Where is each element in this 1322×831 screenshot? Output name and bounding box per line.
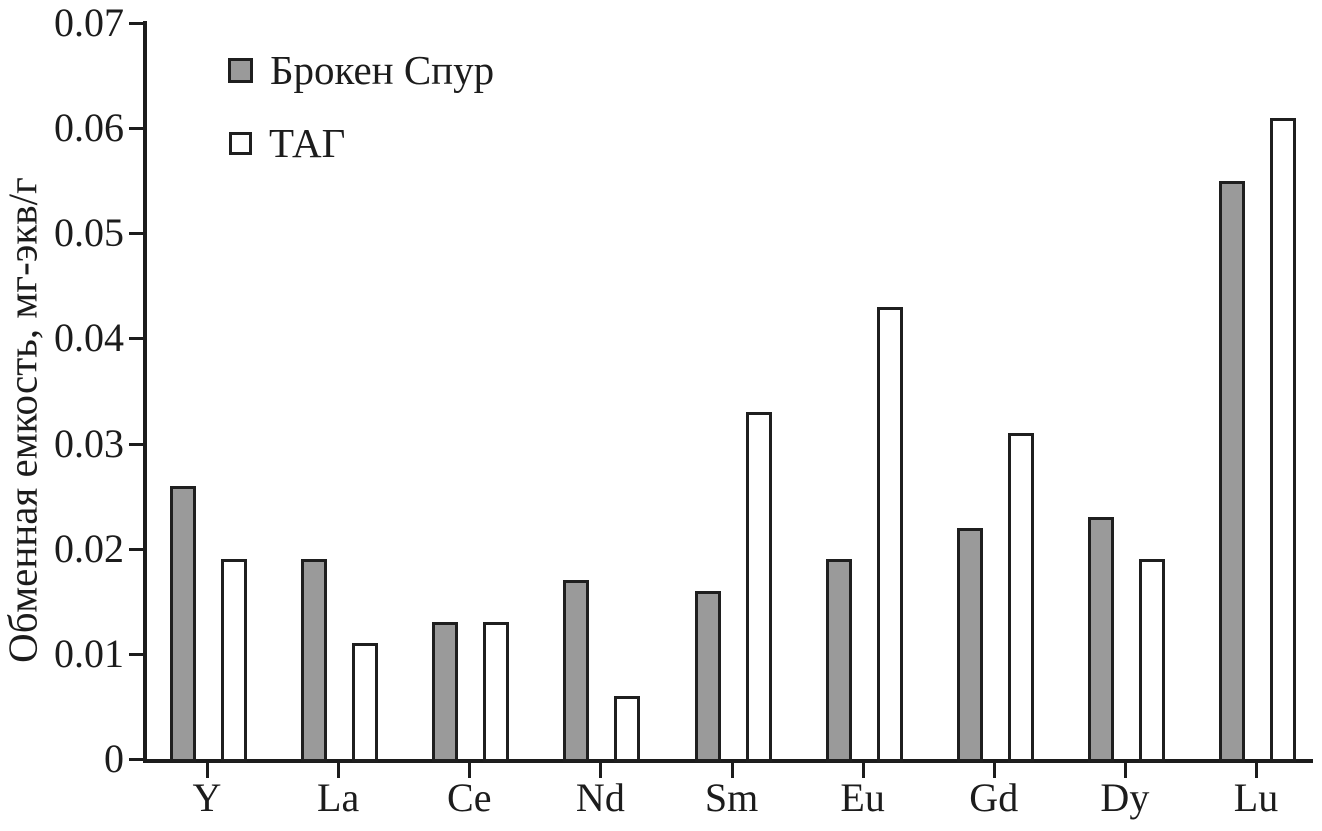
bar-broken-spur-Dy	[1088, 517, 1114, 762]
bar-tag-Sm	[746, 412, 772, 762]
x-axis-category-label: Gd	[969, 775, 1019, 820]
bar-tag-La	[352, 643, 378, 762]
bar-tag-Gd	[1008, 433, 1034, 762]
y-axis-tick	[129, 758, 144, 761]
x-axis-tick	[861, 763, 865, 778]
x-axis-category-label: Dy	[1100, 775, 1150, 820]
y-axis-tick-label: 0.01	[54, 630, 124, 676]
y-axis-tick-label: 0.07	[54, 0, 124, 45]
bar-tag-Nd	[614, 696, 640, 762]
bar-tag-Ce	[483, 622, 509, 762]
bar-broken-spur-Nd	[563, 580, 589, 762]
y-axis-tick-label: 0.03	[54, 420, 124, 466]
bar-broken-spur-Lu	[1219, 181, 1245, 762]
y-axis-tick	[129, 652, 144, 656]
x-axis-tick	[1255, 763, 1258, 778]
y-axis-tick-label: 0.04	[54, 315, 124, 361]
y-axis-tick	[129, 547, 144, 551]
y-axis-tick-label: 0.06	[54, 105, 124, 151]
x-axis-category-label: Eu	[840, 775, 885, 820]
x-axis-category-label: Sm	[704, 775, 759, 820]
x-axis-category-label: Nd	[575, 775, 625, 820]
x-axis-category-label: Y	[192, 775, 222, 820]
x-axis-category-label: Ce	[447, 775, 492, 820]
y-axis-tick	[129, 22, 144, 25]
legend-label-broken-spur: Брокен Спур	[270, 47, 495, 93]
bar-tag-Y	[221, 559, 247, 762]
legend-item-broken-spur: Брокен Спур	[228, 50, 494, 91]
x-axis-tick	[599, 763, 603, 778]
x-axis-tick	[337, 763, 341, 778]
bar-broken-spur-Eu	[826, 559, 852, 762]
y-axis-tick	[129, 337, 144, 341]
x-axis-tick	[730, 763, 734, 778]
x-axis-tick	[992, 763, 996, 778]
x-axis-tick	[468, 763, 472, 778]
bar-broken-spur-La	[301, 559, 327, 762]
bar-tag-Eu	[877, 307, 903, 762]
y-axis-tick-label: 0.02	[54, 525, 124, 571]
y-axis-tick	[129, 232, 144, 236]
bar-broken-spur-Gd	[957, 528, 983, 762]
x-axis-tick	[206, 763, 209, 778]
y-axis-tick-label: 0	[104, 736, 124, 781]
legend-swatch-gray-square-icon	[228, 58, 253, 83]
y-axis-tick	[129, 442, 144, 446]
bar-broken-spur-Ce	[432, 622, 458, 762]
y-axis-line	[143, 21, 147, 763]
x-axis-category-label: La	[317, 775, 360, 820]
x-axis-tick	[1123, 763, 1127, 778]
y-axis-tick-label: 0.05	[54, 210, 124, 256]
legend-label-tag: ТАГ	[269, 120, 346, 166]
legend-item-tag: ТАГ	[229, 123, 345, 164]
bar-tag-Dy	[1139, 559, 1165, 762]
legend-swatch-white-square-icon	[229, 132, 252, 155]
x-axis-category-label: Lu	[1233, 775, 1279, 820]
x-axis-line	[143, 759, 1313, 763]
bar-tag-Lu	[1270, 118, 1296, 762]
y-axis-tick	[129, 127, 144, 131]
bar-broken-spur-Sm	[695, 591, 721, 762]
bar-broken-spur-Y	[170, 486, 196, 762]
